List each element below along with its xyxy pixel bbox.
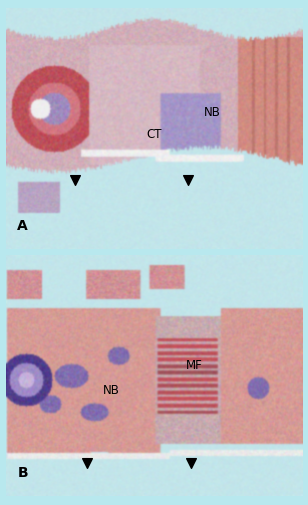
Text: A: A bbox=[18, 219, 28, 233]
Text: NB: NB bbox=[204, 106, 220, 119]
Text: NB: NB bbox=[103, 384, 120, 396]
Text: MF: MF bbox=[186, 359, 202, 371]
Text: CT: CT bbox=[146, 128, 162, 140]
Text: B: B bbox=[18, 465, 28, 479]
